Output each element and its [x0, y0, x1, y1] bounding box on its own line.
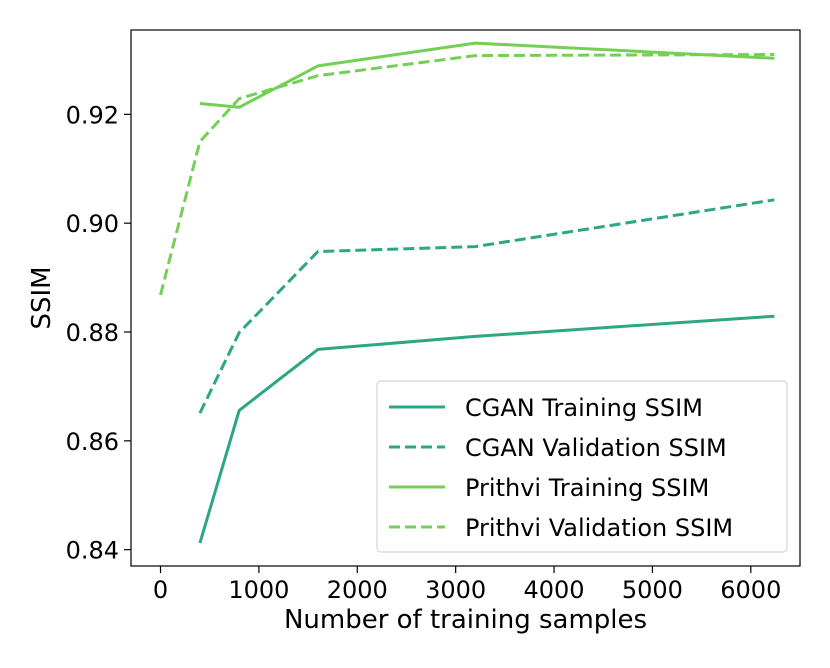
x-tick-label: 5000 — [622, 576, 683, 604]
y-tick-label: 0.92 — [66, 101, 119, 129]
legend: CGAN Training SSIM CGAN Validation SSIM Pr… — [376, 380, 788, 553]
x-tick-label: 1000 — [228, 576, 289, 604]
y-tick-label: 0.86 — [66, 428, 119, 456]
series-line-prithvi-training-ssim — [199, 41, 775, 109]
x-tick-label: 0 — [153, 576, 168, 604]
x-axis: 0 1000 2000 3000 4000 5000 6000 — [153, 566, 781, 604]
legend-label: CGAN Training SSIM — [465, 394, 703, 422]
y-axis: 0.84 0.86 0.88 0.90 0.92 — [66, 101, 131, 565]
legend-label: Prithvi Validation SSIM — [465, 514, 733, 542]
series-line-prithvi-validation-ssim — [159, 53, 775, 296]
legend-label: CGAN Validation SSIM — [465, 434, 727, 462]
x-tick-label: 4000 — [524, 576, 585, 604]
y-tick-label: 0.90 — [66, 210, 119, 238]
series-line-cgan-training-ssim — [198, 314, 775, 544]
x-tick-label: 6000 — [720, 576, 781, 604]
x-axis-label: Number of training samples — [284, 605, 647, 635]
y-tick-label: 0.84 — [66, 537, 119, 565]
y-axis-label: SSIM — [27, 266, 57, 329]
plot-frame — [130, 29, 801, 567]
legend-label: Prithvi Training SSIM — [465, 474, 709, 502]
legend-box — [376, 380, 788, 553]
x-tick-label: 2000 — [327, 576, 388, 604]
series-line-cgan-validation-ssim — [198, 198, 775, 414]
y-tick-label: 0.88 — [66, 319, 119, 347]
x-tick-label: 3000 — [425, 576, 486, 604]
plot-area — [159, 41, 775, 544]
